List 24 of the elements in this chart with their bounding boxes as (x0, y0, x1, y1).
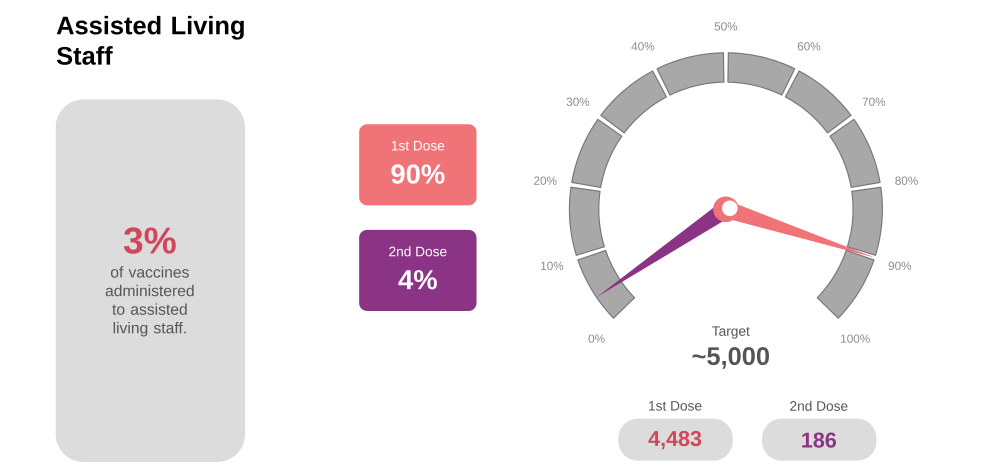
text: Assisted Living Staff (56, 16, 244, 65)
text: 0% (588, 334, 605, 343)
text: 10% (541, 262, 564, 270)
text: 60% (798, 42, 820, 50)
text: 40% (631, 42, 654, 50)
text: 90% (888, 262, 912, 270)
text: 3% (124, 227, 176, 254)
text: 70% (862, 97, 886, 106)
text: of vaccines administered to assisted living staff. (106, 266, 194, 336)
data-label: 4% (398, 270, 437, 290)
text: 4,483 (648, 430, 702, 450)
text: 50% (714, 22, 738, 30)
text: 186 (802, 432, 836, 448)
text: 20% (534, 176, 557, 185)
text: 80% (895, 176, 918, 185)
text: 100% (841, 334, 870, 343)
text: ~5,000 (692, 346, 769, 369)
text: Target (712, 326, 750, 338)
category-label: 2nd Dose (790, 400, 848, 411)
text: 30% (566, 97, 590, 106)
category-label: 1st Dose (392, 140, 444, 150)
category-label: 1st Dose (649, 400, 702, 410)
data-label: 90% (391, 164, 444, 184)
category-label: 2nd Dose (389, 246, 447, 256)
